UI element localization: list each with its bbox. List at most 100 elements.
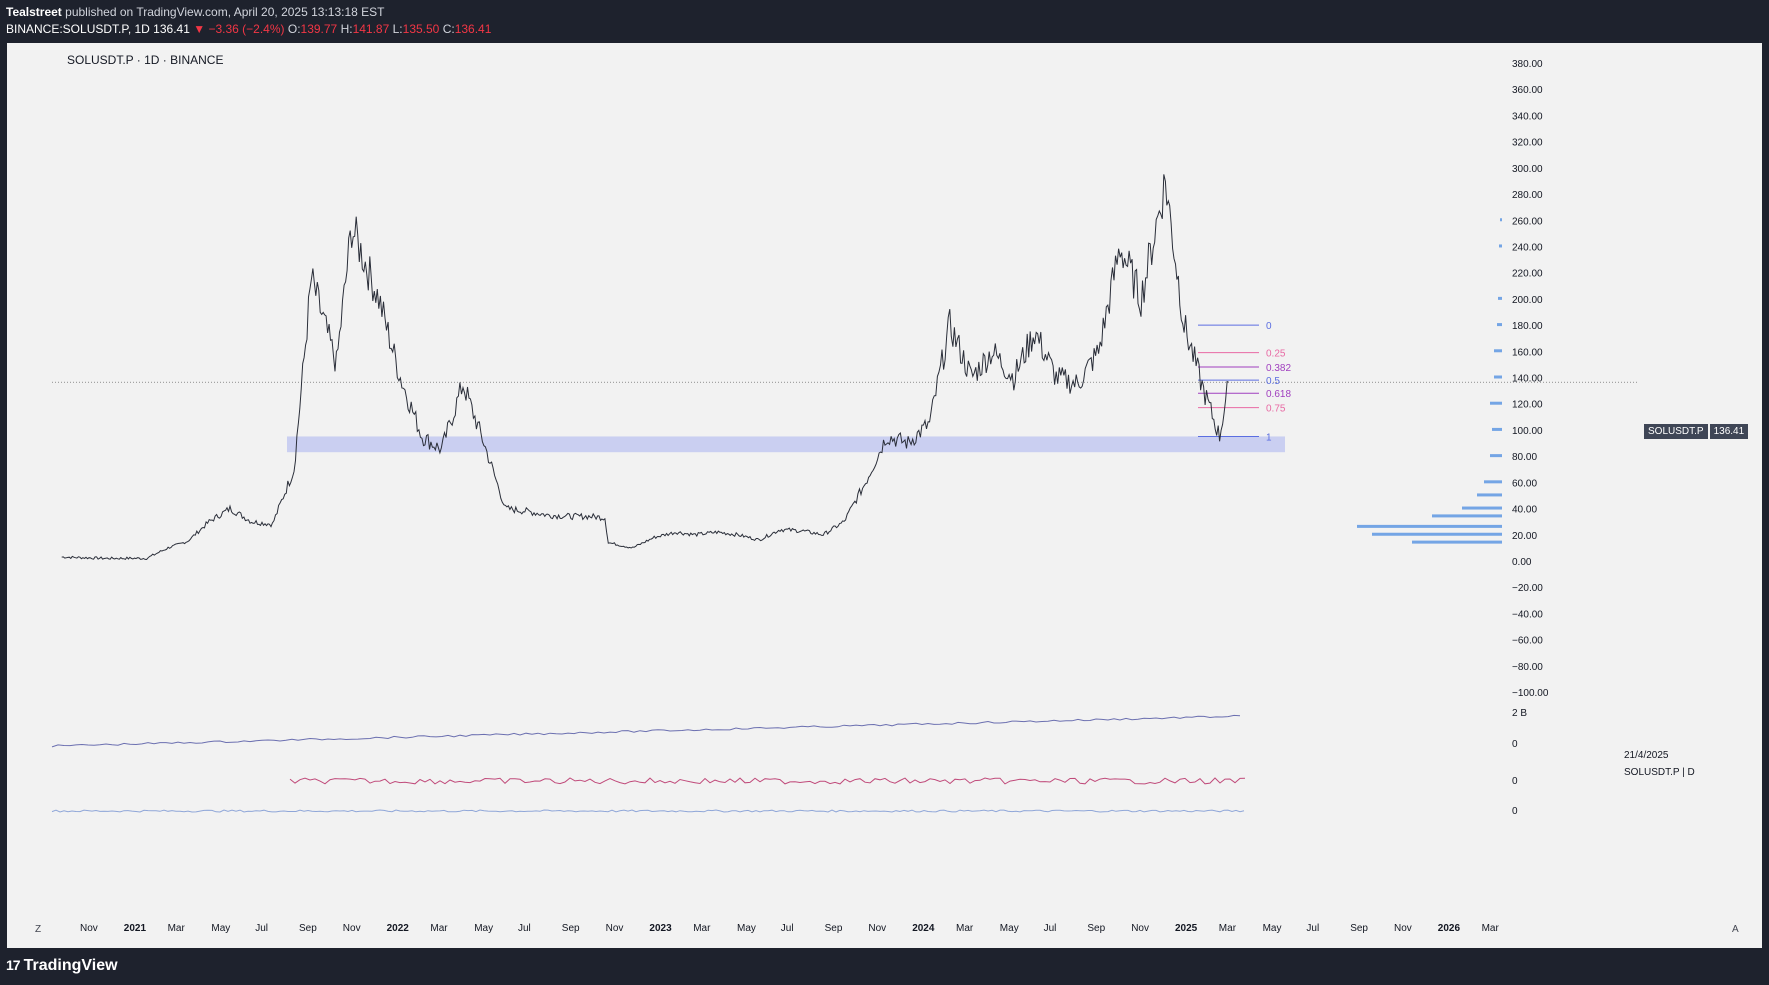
y-tick-label: 60.00 bbox=[1512, 478, 1537, 489]
x-tick-label: May bbox=[474, 923, 493, 934]
volume-profile-bar bbox=[1357, 524, 1502, 528]
chart-canvas[interactable]: 380.00 360.00 340.00 320.00 300.00 280.00 260.… bbox=[7, 43, 1762, 948]
x-tick-label: Mar bbox=[1482, 923, 1500, 934]
timezone-toggle[interactable]: Z bbox=[35, 924, 42, 935]
y-tick-label: 120.00 bbox=[1512, 400, 1543, 411]
y-tick-label: 20.00 bbox=[1512, 531, 1537, 542]
y-tick-label: 260.00 bbox=[1512, 216, 1543, 227]
publish-header: Tealstreet published on TradingView.com,… bbox=[0, 0, 1769, 43]
x-tick-label: Mar bbox=[1219, 923, 1237, 934]
y-tick-label: 100.00 bbox=[1512, 426, 1543, 437]
volume-profile-bar bbox=[1372, 532, 1502, 536]
volume-profile-bar bbox=[1492, 427, 1502, 431]
y-tick-label: 140.00 bbox=[1512, 374, 1543, 385]
fib-label: 0 bbox=[1266, 321, 1272, 332]
indicator-scale-label: 0 bbox=[1512, 776, 1518, 787]
x-tick-label: 2024 bbox=[912, 923, 935, 934]
y-tick-label: 300.00 bbox=[1512, 164, 1543, 175]
y-tick-label: −40.00 bbox=[1512, 609, 1543, 620]
down-arrow-icon: ▼ bbox=[193, 22, 206, 36]
x-tick-label: May bbox=[1263, 923, 1282, 934]
x-tick-label: Nov bbox=[1131, 923, 1149, 934]
volume-profile-bar bbox=[1462, 506, 1502, 510]
low-label: L: bbox=[392, 22, 403, 36]
x-tick-label: May bbox=[1000, 923, 1019, 934]
x-tick-label: Mar bbox=[693, 923, 711, 934]
x-tick-label: 2022 bbox=[387, 923, 410, 934]
close-label: C: bbox=[442, 22, 455, 36]
y-tick-label: −100.00 bbox=[1512, 688, 1549, 699]
indicator-scale-label: 2 B bbox=[1512, 708, 1527, 719]
y-tick-label: 320.00 bbox=[1512, 138, 1543, 149]
y-tick-label: 280.00 bbox=[1512, 190, 1543, 201]
fib-label: 0.382 bbox=[1266, 363, 1291, 374]
x-tick-label: Sep bbox=[299, 923, 317, 934]
y-tick-label: 180.00 bbox=[1512, 321, 1543, 332]
x-tick-label: Nov bbox=[868, 923, 886, 934]
volume-profile-bar bbox=[1494, 375, 1502, 379]
x-tick-label: Sep bbox=[1350, 923, 1368, 934]
x-tick-label: Nov bbox=[343, 923, 361, 934]
y-tick-label: 200.00 bbox=[1512, 295, 1543, 306]
tradingview-mark-icon: 17 bbox=[6, 957, 21, 973]
chart-area[interactable]: 380.00 360.00 340.00 320.00 300.00 280.00 260.… bbox=[7, 43, 1762, 948]
volume-profile-bar bbox=[1494, 349, 1502, 353]
x-tick-label: Nov bbox=[606, 923, 624, 934]
support-zone bbox=[287, 436, 1285, 453]
x-tick-label: Jul bbox=[518, 923, 531, 934]
fib-label: 0.5 bbox=[1266, 376, 1280, 387]
y-tick-label: 40.00 bbox=[1512, 505, 1537, 516]
price-tag-value: 136.41 bbox=[1709, 424, 1749, 439]
indicator-scale-label: 0 bbox=[1512, 739, 1518, 750]
symbol-line: SOLUSDT.P · 1D · BINANCE bbox=[67, 53, 224, 67]
volume-profile-bar bbox=[1500, 218, 1502, 222]
y-tick-label: −80.00 bbox=[1512, 662, 1543, 673]
footer-bar: 17 TradingView bbox=[0, 948, 1769, 985]
x-tick-label: 2026 bbox=[1438, 923, 1461, 934]
volume-profile-bar bbox=[1499, 244, 1502, 248]
auto-scale-toggle[interactable]: A bbox=[1732, 924, 1739, 935]
fib-label: 0.75 bbox=[1266, 404, 1286, 415]
x-tick-label: Mar bbox=[956, 923, 974, 934]
y-tick-label: 0.00 bbox=[1512, 557, 1532, 568]
publish-line: Tealstreet published on TradingView.com,… bbox=[6, 5, 384, 19]
tradingview-logo[interactable]: 17 TradingView bbox=[6, 957, 118, 975]
volume-profile-bar bbox=[1412, 540, 1502, 544]
y-tick-label: 360.00 bbox=[1512, 85, 1543, 96]
low-value: 135.50 bbox=[402, 22, 440, 36]
volume-profile-bar bbox=[1498, 296, 1502, 300]
fib-label: 0.618 bbox=[1266, 389, 1291, 400]
indicator-line-3 bbox=[51, 809, 1245, 813]
open-label: O: bbox=[287, 22, 301, 36]
indicator-line-2 bbox=[289, 777, 1246, 785]
open-value: 139.77 bbox=[300, 22, 338, 36]
ticker-label: BINANCE:SOLUSDT.P, 1D bbox=[6, 22, 150, 36]
indicator-scale-label: 0 bbox=[1512, 806, 1518, 817]
x-tick-label: Nov bbox=[1394, 923, 1412, 934]
x-tick-label: 2023 bbox=[649, 923, 672, 934]
x-tick-label: Jul bbox=[1044, 923, 1057, 934]
y-tick-label: 240.00 bbox=[1512, 242, 1543, 253]
price-series-line bbox=[61, 174, 1229, 561]
close-value: 136.41 bbox=[454, 22, 492, 36]
indicator-line-1 bbox=[51, 714, 1241, 748]
y-tick-label: 380.00 bbox=[1512, 59, 1543, 70]
publish-info: published on TradingView.com, April 20, … bbox=[65, 5, 385, 19]
x-tick-label: 2025 bbox=[1175, 923, 1198, 934]
author-name[interactable]: Tealstreet bbox=[6, 5, 62, 19]
y-tick-label: −20.00 bbox=[1512, 583, 1543, 594]
volume-profile-bar bbox=[1477, 493, 1502, 497]
volume-profile-bar bbox=[1432, 514, 1502, 518]
volume-profile-bar bbox=[1484, 480, 1502, 484]
y-tick-label: 340.00 bbox=[1512, 111, 1543, 122]
volume-profile-bar bbox=[1490, 401, 1502, 405]
x-tick-label: Mar bbox=[168, 923, 186, 934]
fib-label: 0.25 bbox=[1266, 349, 1286, 360]
brand-name: TradingView bbox=[23, 957, 118, 974]
x-tick-label: Jul bbox=[255, 923, 268, 934]
fib-label: 1 bbox=[1266, 432, 1272, 443]
last-price: 136.41 bbox=[153, 22, 190, 36]
y-tick-label: −60.00 bbox=[1512, 636, 1543, 647]
x-tick-label: Sep bbox=[1087, 923, 1105, 934]
last-price-tag: SOLUSDT.P 136.41 bbox=[1644, 424, 1749, 439]
